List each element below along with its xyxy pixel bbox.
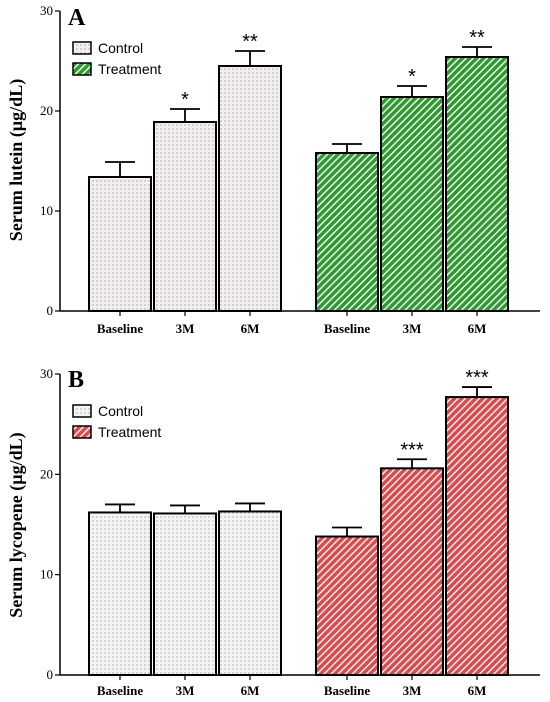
y-tick-label: 20 — [40, 466, 53, 481]
category-label: 6M — [241, 683, 260, 698]
category-label: 3M — [176, 683, 195, 698]
significance-label: ** — [242, 31, 258, 53]
y-tick-label: 10 — [40, 567, 53, 582]
y-tick-label: 30 — [40, 3, 53, 18]
y-axis-label-a: Serum lutein (µg/dL) — [6, 79, 27, 241]
bar — [380, 96, 444, 312]
y-tick-label: 0 — [47, 667, 54, 682]
bar — [380, 467, 444, 676]
legend-swatch — [72, 404, 92, 418]
y-tick-label: 10 — [40, 203, 53, 218]
category-label: Baseline — [97, 683, 143, 698]
significance-label: * — [181, 89, 189, 111]
category-label: 3M — [403, 683, 422, 698]
bar — [315, 535, 379, 676]
bar — [445, 56, 509, 312]
category-label: Baseline — [97, 321, 143, 336]
legend-label: Treatment — [98, 424, 161, 440]
y-tick-label: 20 — [40, 103, 53, 118]
bar — [88, 511, 152, 677]
category-label: 6M — [468, 683, 487, 698]
category-label: 6M — [241, 321, 260, 336]
y-tick-label: 30 — [40, 366, 53, 381]
legend-swatch — [72, 425, 92, 439]
significance-label: *** — [465, 367, 489, 389]
category-label: Baseline — [324, 321, 370, 336]
bar — [218, 510, 282, 676]
significance-label: *** — [400, 439, 424, 461]
significance-label: ** — [469, 27, 485, 49]
category-label: 3M — [176, 321, 195, 336]
significance-label: * — [408, 66, 416, 88]
bar — [445, 396, 509, 676]
bar — [88, 176, 152, 312]
legend-swatch — [72, 62, 92, 76]
panel-b: B Serum lycopene (µg/dL) 0 10 20 30 Baseline… — [6, 366, 540, 698]
category-label: 3M — [403, 321, 422, 336]
panel-letter-b: B — [68, 367, 84, 393]
bar — [315, 152, 379, 312]
category-label: Baseline — [324, 683, 370, 698]
category-label: 6M — [468, 321, 487, 336]
legend-label: Control — [98, 403, 143, 419]
panel-letter-a: A — [68, 5, 86, 31]
y-axis-label-b: Serum lycopene (µg/dL) — [6, 432, 27, 617]
bar — [153, 121, 217, 312]
bar — [218, 65, 282, 312]
panel-a: A Serum lutein (µg/dL) 0 10 20 30 Baseline * 3… — [6, 3, 540, 336]
y-tick-label: 0 — [47, 303, 54, 318]
legend-label: Control — [98, 40, 143, 56]
bar — [153, 512, 217, 676]
legend-swatch — [72, 41, 92, 55]
legend-label: Treatment — [98, 61, 161, 77]
